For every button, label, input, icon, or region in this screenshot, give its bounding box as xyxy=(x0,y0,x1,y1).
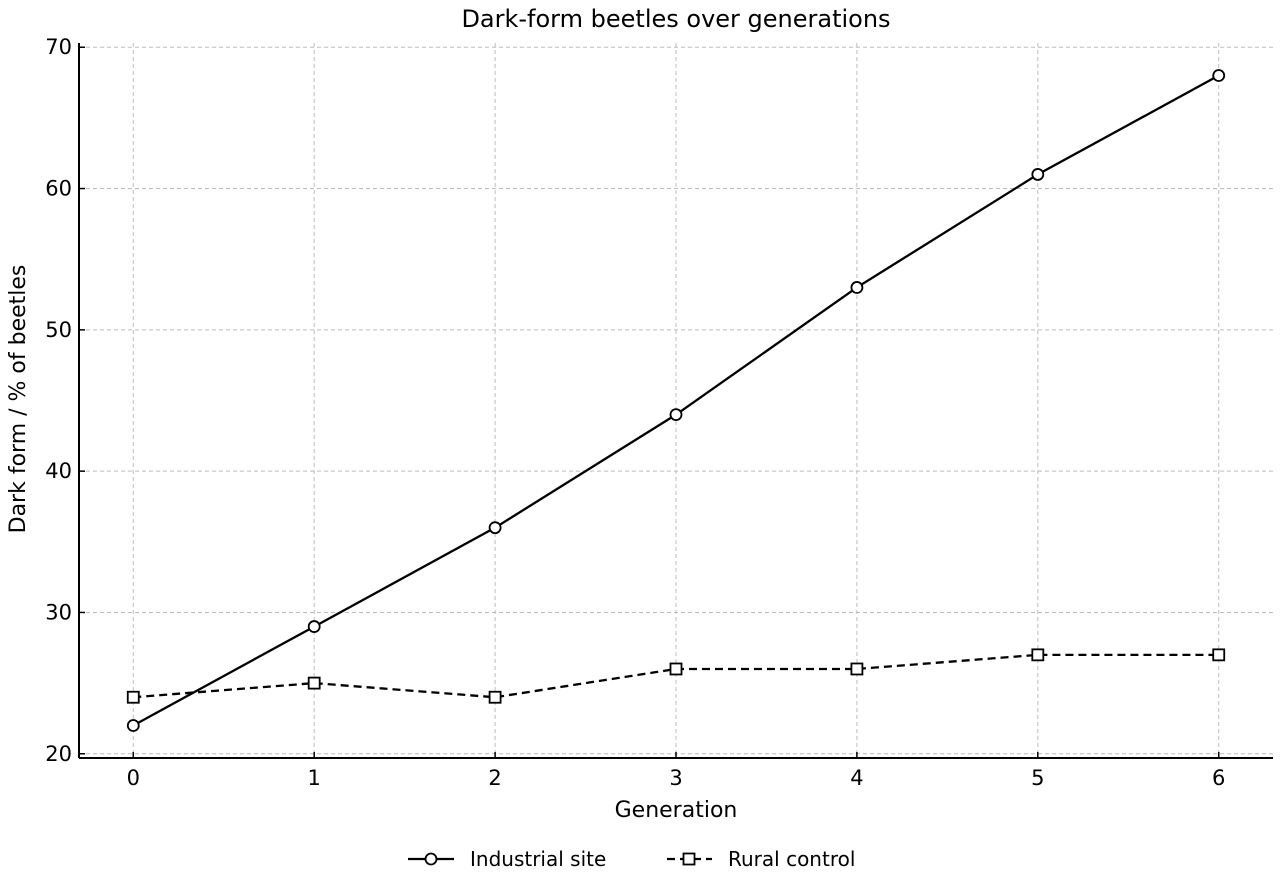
data-point-industrial-site xyxy=(1212,69,1226,82)
grid xyxy=(79,43,1273,758)
y-tick-label: 70 xyxy=(45,35,72,59)
data-point-rural-control xyxy=(126,690,140,704)
x-tick-label: 6 xyxy=(1212,766,1225,790)
x-tick-label: 3 xyxy=(669,766,682,790)
data-point-industrial-site xyxy=(669,408,683,422)
x-tick-label: 0 xyxy=(127,766,140,790)
data-point-rural-control xyxy=(1031,648,1045,662)
x-axis-label: Generation xyxy=(615,798,738,823)
series-rural-control xyxy=(126,648,1226,704)
y-tick-label: 20 xyxy=(45,742,72,766)
legend-marker-industrial-site xyxy=(424,852,438,866)
y-tick-label: 60 xyxy=(45,177,72,201)
data-point-industrial-site xyxy=(850,281,864,294)
data-point-rural-control xyxy=(307,676,321,690)
y-tick-label: 50 xyxy=(45,318,72,342)
legend-marker-rural-control xyxy=(682,852,696,866)
series-industrial-site xyxy=(126,69,1226,732)
legend-label-rural-control: Rural control xyxy=(728,847,855,871)
data-point-rural-control xyxy=(488,690,502,704)
data-point-rural-control xyxy=(1212,648,1226,662)
legend-label-industrial-site: Industrial site xyxy=(470,847,606,871)
y-tick-label: 30 xyxy=(45,600,72,624)
x-ticks: 0 1 2 3 4 5 6 xyxy=(127,752,1225,790)
data-point-rural-control xyxy=(850,662,864,676)
legend: Industrial site Rural control xyxy=(408,847,855,871)
data-point-rural-control xyxy=(669,662,683,676)
legend-item-industrial-site: Industrial site xyxy=(408,847,606,871)
x-tick-label: 1 xyxy=(307,766,320,790)
y-tick-label: 40 xyxy=(45,459,72,483)
data-point-industrial-site xyxy=(307,620,321,633)
data-point-industrial-site xyxy=(126,719,140,732)
legend-item-rural-control: Rural control xyxy=(667,847,855,871)
y-axis-label: Dark form / % of beetles xyxy=(6,265,31,534)
x-tick-label: 2 xyxy=(488,766,501,790)
y-ticks: 20 30 40 50 60 70 xyxy=(45,35,85,766)
data-point-industrial-site xyxy=(1031,168,1045,181)
chart-title: Dark-form beetles over generations xyxy=(461,5,890,33)
data-point-industrial-site xyxy=(488,521,502,535)
x-tick-label: 4 xyxy=(850,766,863,790)
x-tick-label: 5 xyxy=(1031,766,1044,790)
series-layer xyxy=(126,69,1226,732)
